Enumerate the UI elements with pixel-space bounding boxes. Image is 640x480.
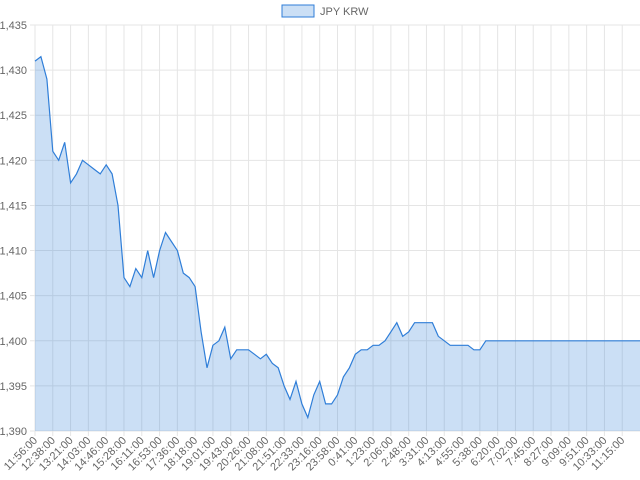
y-tick-label: 1,400 xyxy=(0,336,27,348)
legend-swatch xyxy=(281,4,315,18)
y-tick-label: 1,390 xyxy=(0,426,27,438)
legend-label: JPY KRW xyxy=(320,6,369,18)
y-tick-label: 1,405 xyxy=(0,291,27,303)
area xyxy=(35,56,640,431)
y-tick-label: 1,425 xyxy=(0,110,27,122)
line xyxy=(34,55,640,420)
y-tick-label: 1,415 xyxy=(0,200,27,212)
y-tick-label: 1,435 xyxy=(0,20,27,32)
y-tick-label: 1,395 xyxy=(0,381,27,393)
y-tick-label: 1,420 xyxy=(0,155,27,167)
y-tick-label: 1,430 xyxy=(0,65,27,77)
y-tick-label: 1,410 xyxy=(0,246,27,258)
